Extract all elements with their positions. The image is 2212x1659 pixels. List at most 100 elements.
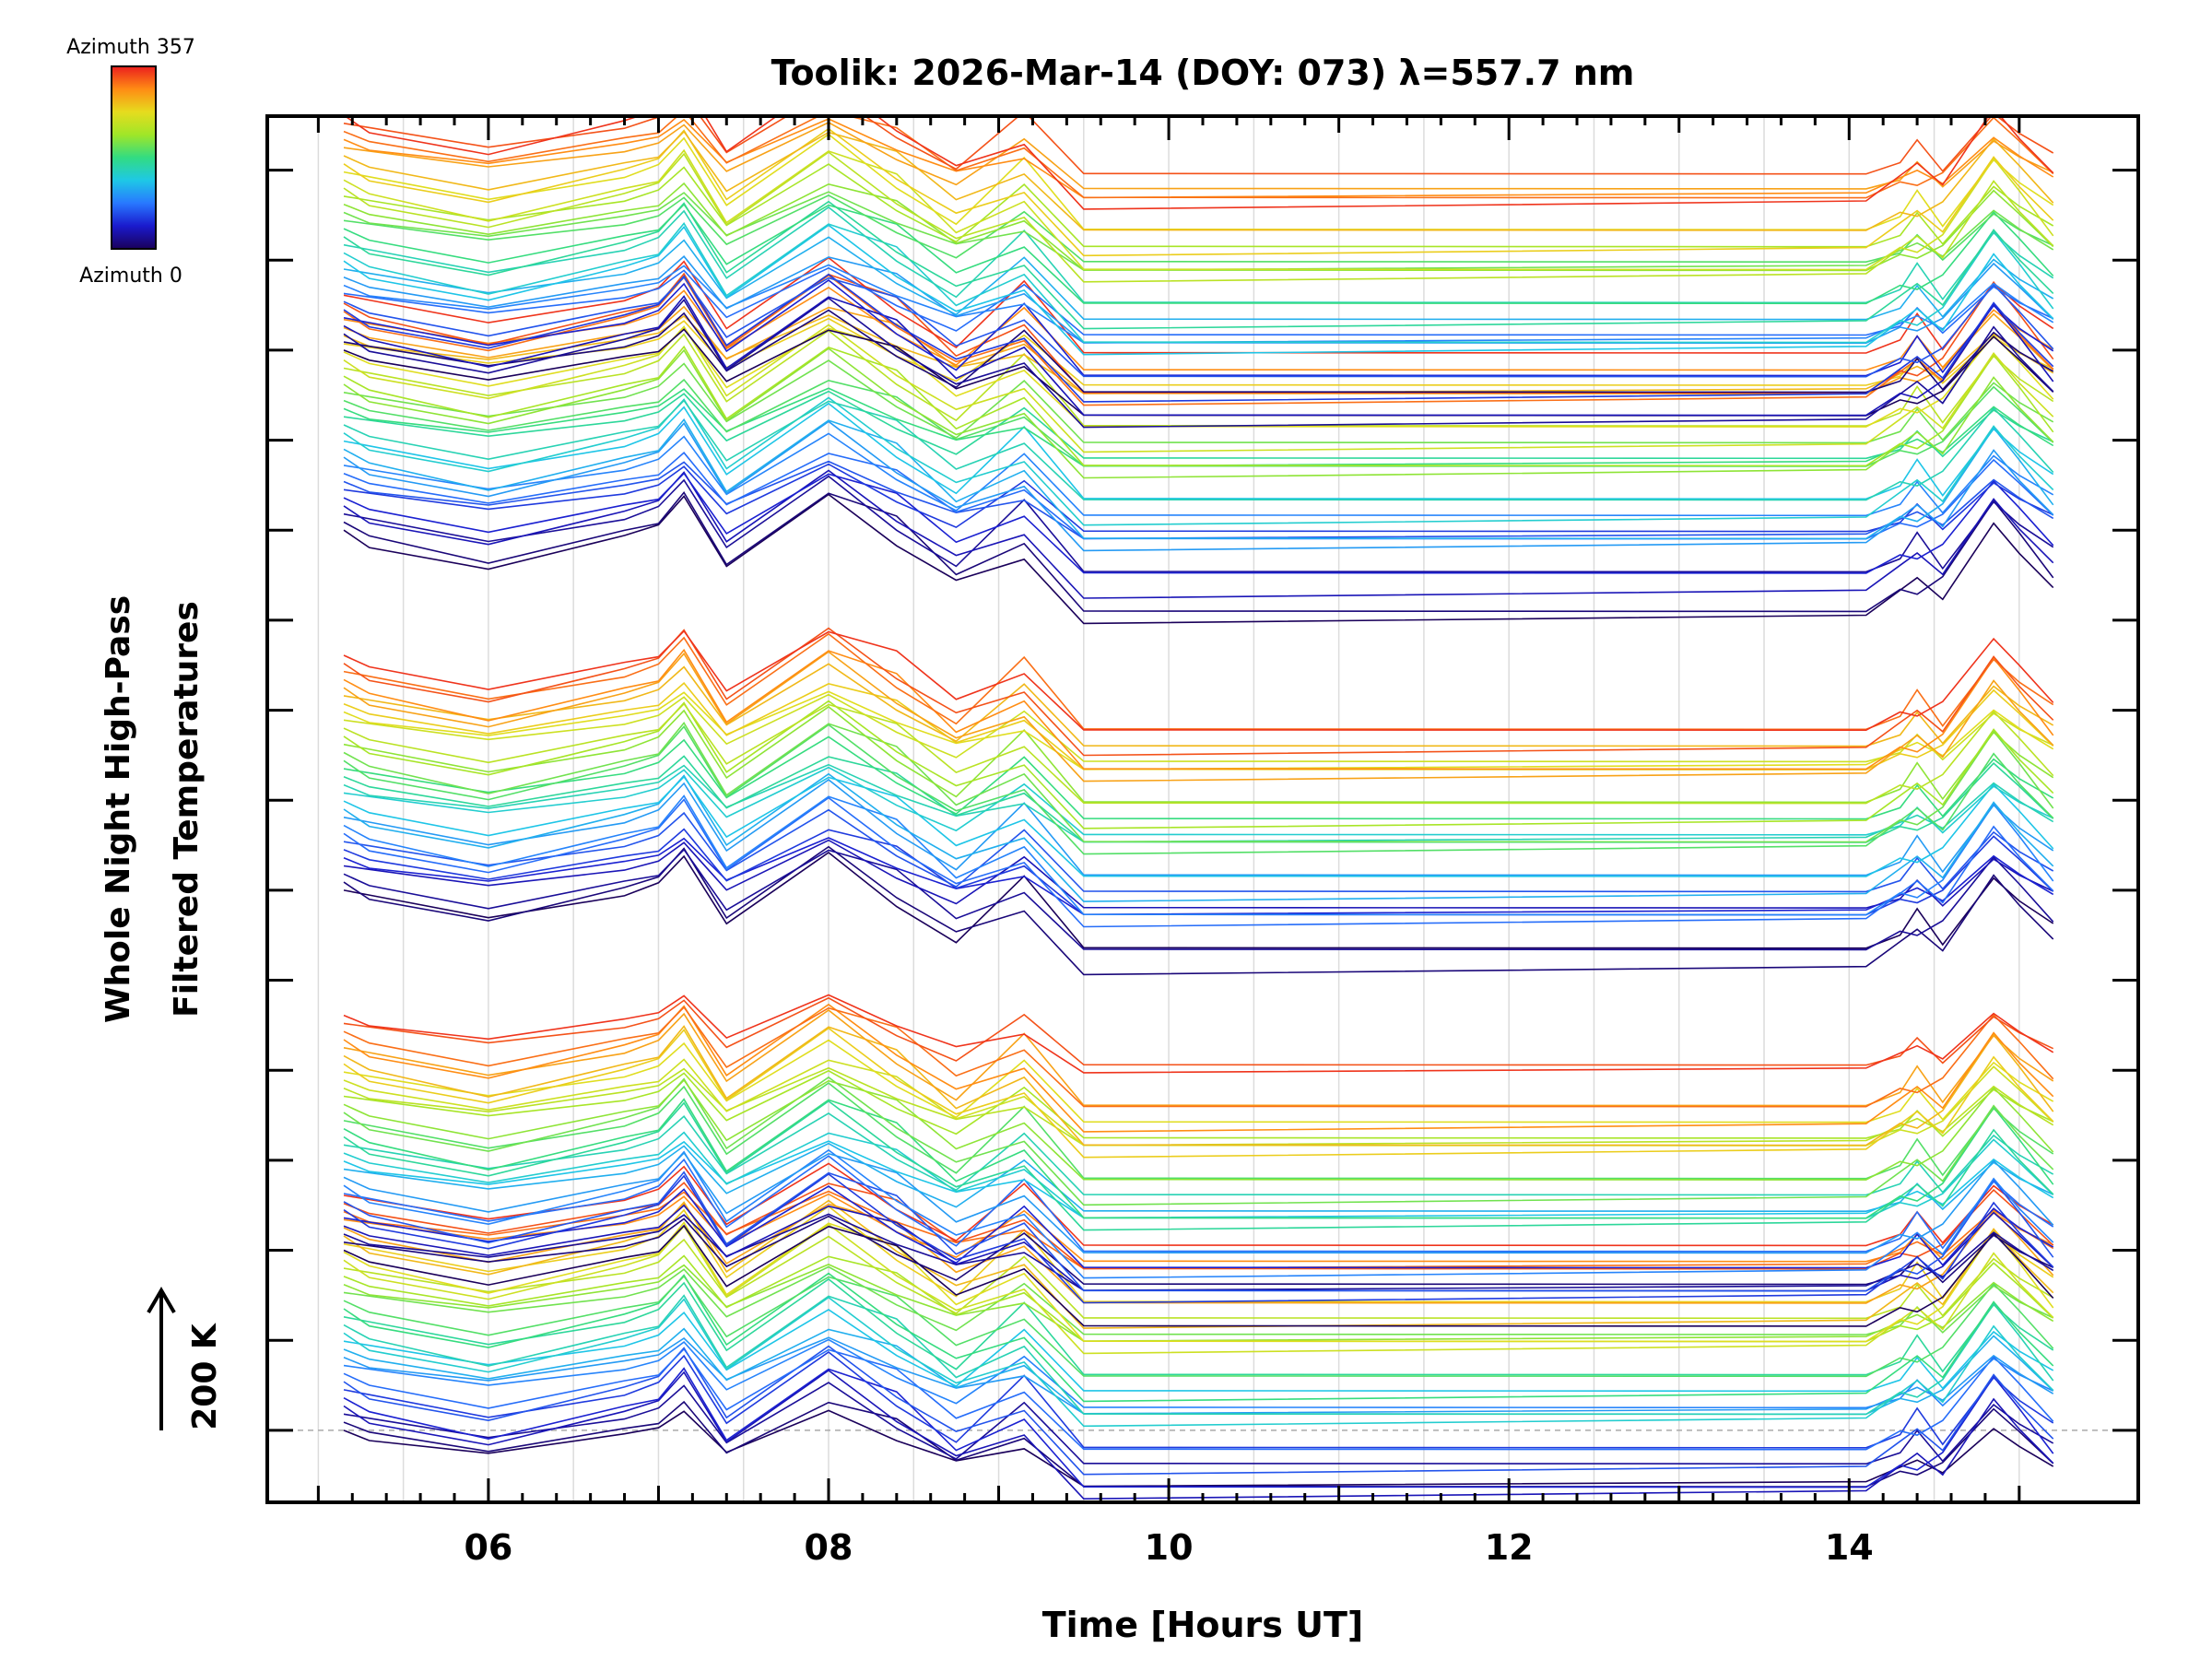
x-tick-label: 08 [805,1527,853,1568]
trace-line [343,1131,2054,1219]
trace-line [343,206,2054,304]
y-axis-ticks [267,169,2138,1432]
trace-line [343,1155,2054,1253]
x-axis-label: Time [Hours UT] [1042,1605,1364,1645]
temperature-traces [343,116,2054,1500]
trace-line [343,1162,2054,1247]
trace-line [343,1351,2054,1449]
trace-line [343,1223,2054,1355]
trace-line [343,852,2054,949]
trace-line [343,378,2054,467]
trace-line [343,276,2054,378]
trace-line [343,1069,2054,1139]
trace-line [343,452,2054,540]
y-axis-label: Whole Night High-Pass Filtered Temperatu… [100,595,206,1023]
trace-line [343,1294,2054,1416]
trace-line [343,297,2054,429]
x-axis-ticks [316,116,2021,1502]
trace-line [343,116,2054,175]
trace-line [343,705,2054,804]
trace-line [343,317,2054,386]
trace-line [343,1205,2054,1303]
trace-line [343,722,2054,843]
trace-line [343,1254,2054,1343]
trace-line [343,794,2054,916]
trace-line [343,648,2054,771]
trace-line [343,1308,2054,1393]
trace-line [343,418,2054,540]
trace-line [343,996,2054,1066]
colorbar: Azimuth 357 Azimuth 0 [66,36,195,288]
trace-line [343,1215,2054,1286]
trace-line [344,116,2054,210]
y-axis-label-line1: Whole Night High-Pass [100,595,137,1023]
trace-line [343,845,2054,976]
trace-line [343,994,2054,1074]
trace-line [343,182,2054,272]
trace-line [343,755,2054,843]
trace-line [343,133,2054,231]
trace-line [343,796,2054,928]
x-tick-label: 10 [1145,1527,1194,1568]
trace-line [343,295,2054,417]
trace-line [343,839,2054,909]
trace-line [343,632,2054,731]
trace-line [343,1296,2054,1428]
trace-line [343,148,2054,271]
trace-line [343,1025,2054,1147]
trace-line [343,1272,2054,1403]
trace-line [343,127,2054,257]
trace-line [343,1100,2054,1231]
trace-line [343,272,2054,394]
trace-line [343,256,2054,354]
trace-line [343,1172,2054,1304]
trace-line [343,1171,2054,1292]
scale-label: 200 K [186,1323,224,1430]
trace-line [343,326,2054,428]
scale-arrow-head [147,1287,176,1314]
trace-line [343,1082,2054,1180]
trace-line [343,828,2054,916]
trace-line [343,273,2054,403]
trace-line [343,163,2054,248]
trace-line [343,309,2054,394]
trace-line [343,345,2054,467]
trace-line [343,399,2054,501]
trace-line [343,1265,2054,1335]
x-tick-label: 14 [1825,1527,1874,1568]
colorbar-top-label: Azimuth 357 [66,36,195,59]
trace-line [343,1003,2054,1133]
trace-line [343,222,2054,344]
trace-line [343,236,2054,321]
trace-line [343,702,2054,805]
trace-line [343,151,2054,283]
trace-line [343,766,2054,836]
trace-line [343,1347,2054,1451]
trace-line [343,118,2054,199]
trace-line [343,1006,2054,1108]
trace-line [343,651,2054,782]
trace-line [343,359,2054,444]
trace-line [343,1338,2054,1409]
trace-line [343,469,2054,599]
trace-line [343,1382,2054,1465]
trace-line [343,402,2054,500]
x-tick-label: 06 [464,1527,512,1568]
trace-line [343,1224,2054,1327]
trace-line [343,700,2054,830]
trace-line [343,130,2054,231]
x-axis-tick-labels: 06 08 10 12 14 [464,1527,1873,1568]
y-axis-label-line2: Filtered Temperatures [168,601,206,1018]
trace-line [343,324,2054,453]
trace-line [343,1275,2054,1378]
trace-line [343,1277,2054,1376]
trace-line [343,329,2054,427]
trace-line [343,347,2054,479]
trace-line [343,808,2054,893]
trace-line [343,1185,2054,1269]
trace-line [343,203,2054,305]
trace-line [343,663,2054,747]
trace-line [343,775,2054,877]
trace-line [343,1112,2054,1196]
